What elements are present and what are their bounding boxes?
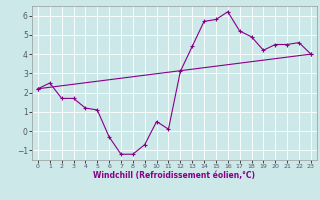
X-axis label: Windchill (Refroidissement éolien,°C): Windchill (Refroidissement éolien,°C) — [93, 171, 255, 180]
